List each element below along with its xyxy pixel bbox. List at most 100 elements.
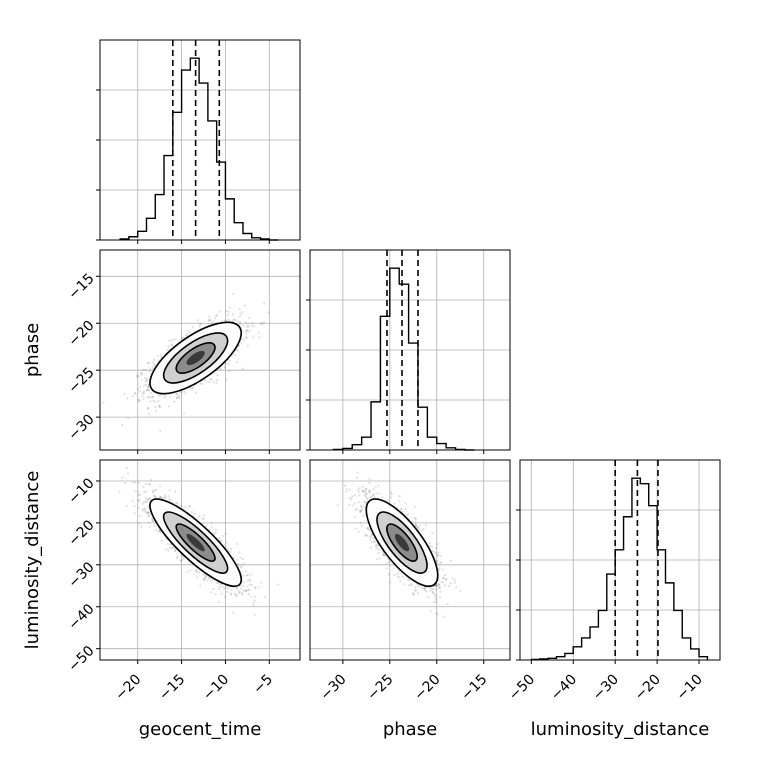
scatter-point [254,587,257,590]
scatter-point [142,384,146,387]
scatter-point [217,537,221,540]
scatter-point [215,382,218,385]
scatter-point [434,547,438,550]
scatter-point [142,485,145,488]
scatter-point [146,505,150,508]
scatter-point [173,550,176,553]
scatter-point [246,344,249,347]
scatter-point [126,472,130,475]
scatter-point [157,399,160,403]
scatter-point [393,502,396,505]
scatter-point [227,587,230,590]
scatter-point [202,573,205,576]
scatter-point [257,586,260,589]
scatter-point [218,588,221,591]
scatter-point [240,587,243,591]
scatter-point [404,507,407,510]
scatter-point [153,495,156,498]
scatter-point [184,392,187,395]
panel-scatter-phase-luminosity: −30 −25 −20 −15 [309,459,511,704]
scatter-point [443,573,447,577]
scatter-point [245,325,248,328]
scatter-point [235,587,238,590]
scatter-point [198,325,201,328]
scatter-point [191,387,194,390]
scatter-point [204,574,207,577]
scatter-point [126,397,129,400]
scatter-point [238,320,241,323]
scatter-point [250,595,253,598]
scatter-point [375,558,378,561]
scatter-point [219,310,222,313]
scatter-point [442,615,445,618]
y-tick-label: −10 [65,475,97,507]
scatter-point [175,556,179,560]
scatter-point [239,312,242,315]
scatter-point [357,530,360,533]
scatter-point [137,398,141,401]
scatter-point [434,552,437,555]
scatter-point [149,525,152,528]
scatter-point [431,531,434,535]
scatter-point [232,611,235,614]
y-tick-label: −50 [65,643,97,675]
scatter-point [175,392,178,395]
scatter-point [139,372,143,375]
scatter-point [138,389,142,392]
scatter-point [148,512,151,515]
x-tick-label: −10 [200,672,232,704]
scatter-point [389,496,393,499]
scatter-point [253,595,257,598]
scatter-point [403,583,406,586]
scatter-point [241,367,245,370]
scatter-point [246,573,249,577]
scatter-point [133,481,137,484]
scatter-point [189,387,192,390]
scatter-point [353,502,356,505]
scatter-point [176,393,179,396]
scatter-point [213,317,217,320]
scatter-point [141,395,144,398]
scatter-point [182,390,186,393]
scatter-point [158,404,161,407]
scatter-point [406,512,410,516]
scatter-point [381,496,384,499]
x-tick-label: −15 [156,672,188,704]
y-tick-label: −40 [65,601,97,633]
scatter-point [147,384,150,387]
scatter-point [215,378,218,381]
scatter-point [249,579,252,583]
scatter-point [236,542,239,545]
scatter-point [160,355,163,359]
scatter-point [434,597,437,600]
scatter-point [175,396,178,400]
scatter-point [137,481,140,485]
scatter-point [232,292,235,295]
scatter-point [151,396,154,399]
scatter-point [385,567,388,570]
scatter-point [215,373,219,377]
scatter-point [239,321,242,324]
x-tick-label: −20 [112,672,144,704]
scatter-point [242,562,245,565]
scatter-point [247,326,250,329]
scatter-point [145,377,148,380]
scatter-point [354,527,357,530]
scatter-point [168,488,171,492]
scatter-point [247,588,250,592]
scatter-point [368,478,371,481]
scatter-point [186,570,189,574]
scatter-point [233,592,237,595]
scatter-point [257,331,261,334]
scatter-point [231,313,235,316]
scatter-point [146,389,149,392]
scatter-point [131,499,134,502]
scatter-point [138,399,141,403]
scatter-point [123,392,126,396]
scatter-point [250,324,253,328]
scatter-point [168,546,172,550]
histogram-step [119,57,279,241]
scatter-point [431,550,434,553]
scatter-point [413,516,416,519]
